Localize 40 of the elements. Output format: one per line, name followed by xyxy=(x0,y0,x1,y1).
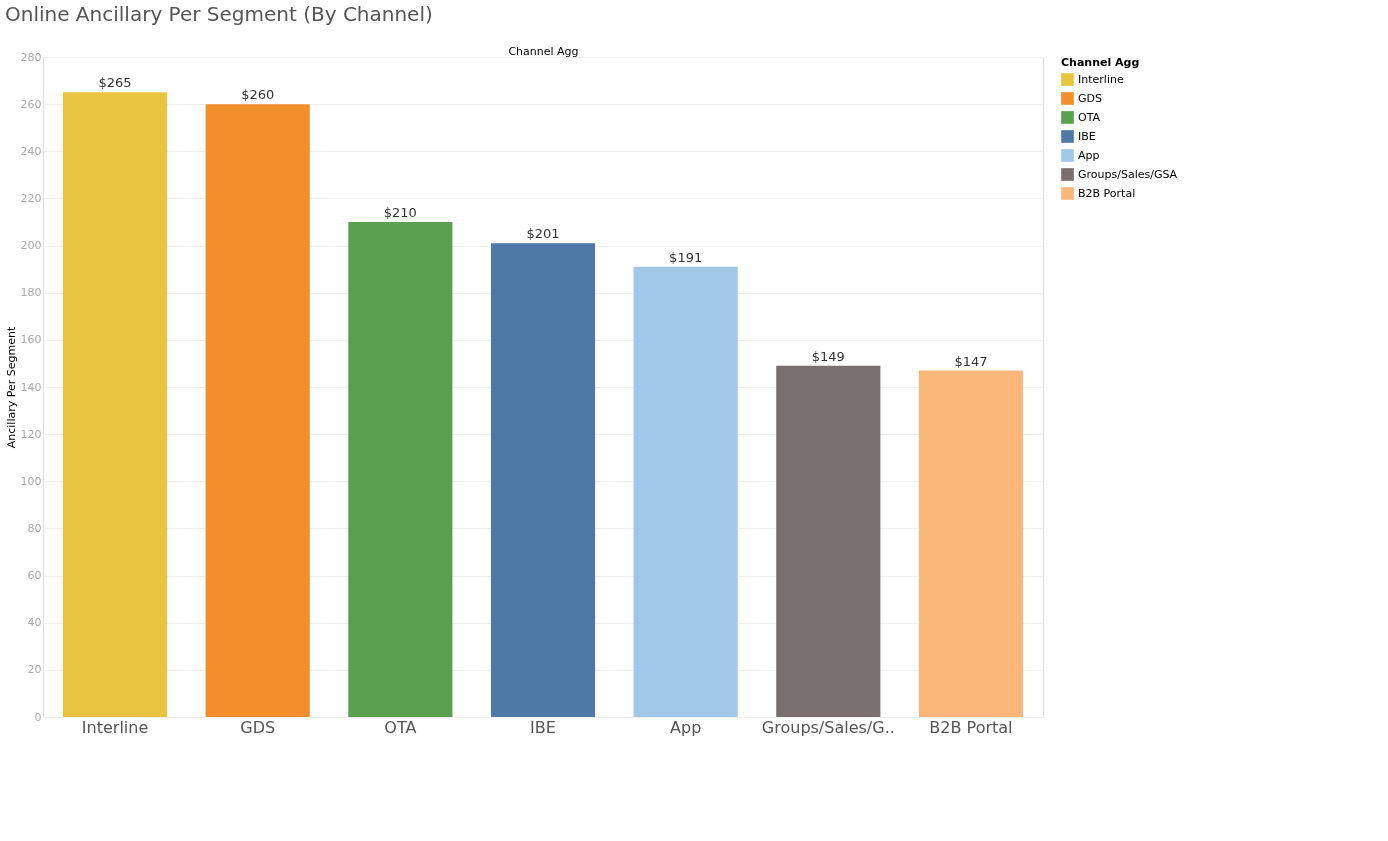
legend-label: B2B Portal xyxy=(1078,186,1136,200)
y-tick-label: 240 xyxy=(20,144,42,158)
legend-label: OTA xyxy=(1078,110,1101,124)
data-label: $149 xyxy=(811,348,845,364)
x-tick-label: B2B Portal xyxy=(929,717,1013,737)
y-tick-label: 200 xyxy=(20,239,42,253)
chart-title: Online Ancillary Per Segment (By Channel) xyxy=(5,2,433,26)
y-tick-label: 20 xyxy=(27,663,42,677)
x-tick-label: Groups/Sales/G.. xyxy=(761,717,895,737)
y-tick-label: 0 xyxy=(34,710,42,724)
legend-label: Interline xyxy=(1078,72,1124,86)
data-label: $191 xyxy=(669,249,703,265)
y-tick-label: 280 xyxy=(20,50,42,64)
y-tick-label: 160 xyxy=(20,333,42,347)
data-label: $147 xyxy=(954,353,988,369)
x-tick-label: IBE xyxy=(530,717,556,737)
legend-label: GDS xyxy=(1078,91,1102,105)
data-label: $265 xyxy=(98,75,132,91)
legend-label: App xyxy=(1078,148,1100,162)
y-tick-label: 100 xyxy=(20,474,42,488)
x-tick-label: App xyxy=(670,717,702,737)
data-label: $260 xyxy=(241,87,275,103)
legend-title: Channel Agg xyxy=(1061,56,1140,69)
x-axis-title: Channel Agg xyxy=(508,44,579,58)
x-tick-label: GDS xyxy=(240,717,276,737)
y-tick-label: 80 xyxy=(27,521,42,535)
y-tick-label: 180 xyxy=(20,286,42,300)
y-tick-label: 140 xyxy=(20,380,42,394)
y-tick-label: 220 xyxy=(20,191,42,205)
y-tick-label: 260 xyxy=(20,97,42,111)
y-tick-label: 40 xyxy=(27,616,42,630)
x-tick-label: OTA xyxy=(384,717,417,737)
y-tick-label: 60 xyxy=(27,569,42,583)
y-axis-title: Ancillary Per Segment xyxy=(4,326,18,449)
legend-label: IBE xyxy=(1078,129,1096,143)
x-tick-label: Interline xyxy=(81,717,149,737)
data-label: $201 xyxy=(526,226,560,242)
y-tick-label: 120 xyxy=(20,427,42,441)
data-label: $210 xyxy=(383,205,417,220)
legend-label: Groups/Sales/GSA xyxy=(1078,167,1178,181)
